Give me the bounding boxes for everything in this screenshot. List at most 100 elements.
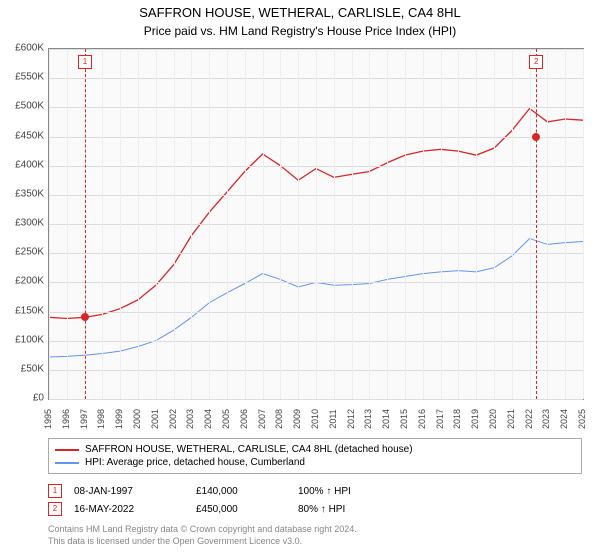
y-tick-label: £450K <box>0 130 44 141</box>
legend-label: HPI: Average price, detached house, Cumb… <box>85 457 305 468</box>
event-marker-box: 2 <box>529 55 543 69</box>
x-tick-label: 1996 <box>61 409 71 429</box>
x-tick-label: 2013 <box>363 409 373 429</box>
x-tick-label: 2012 <box>346 409 356 429</box>
y-tick-label: £250K <box>0 247 44 258</box>
gridline-v <box>156 49 157 399</box>
legend-row: SAFFRON HOUSE, WETHERAL, CARLISLE, CA4 8… <box>55 443 575 456</box>
event-vline <box>536 49 537 399</box>
event-price: £140,000 <box>196 486 286 497</box>
gridline-v <box>67 49 68 399</box>
x-tick-label: 2024 <box>559 409 569 429</box>
x-tick-label: 2020 <box>488 409 498 429</box>
x-tick-label: 2021 <box>506 409 516 429</box>
event-date: 16-MAY-2022 <box>74 504 184 515</box>
gridline-v <box>387 49 388 399</box>
gridline-v <box>334 49 335 399</box>
gridline-v <box>298 49 299 399</box>
y-tick-label: £600K <box>0 43 44 54</box>
gridline-v <box>209 49 210 399</box>
chart-title: SAFFRON HOUSE, WETHERAL, CARLISLE, CA4 8… <box>0 0 600 22</box>
event-date: 08-JAN-1997 <box>74 486 184 497</box>
x-tick-label: 2005 <box>221 409 231 429</box>
chart-subtitle: Price paid vs. HM Land Registry's House … <box>0 22 600 38</box>
gridline-v <box>227 49 228 399</box>
y-tick-label: £300K <box>0 218 44 229</box>
event-num-box: 2 <box>48 502 62 516</box>
x-tick-label: 2004 <box>203 409 213 429</box>
x-tick-label: 2010 <box>310 409 320 429</box>
y-tick-label: £150K <box>0 305 44 316</box>
gridline-v <box>405 49 406 399</box>
gridline-v <box>174 49 175 399</box>
gridline-v <box>352 49 353 399</box>
legend-row: HPI: Average price, detached house, Cumb… <box>55 456 575 469</box>
x-tick-label: 2006 <box>239 409 249 429</box>
x-tick-label: 2008 <box>274 409 284 429</box>
legend-box: SAFFRON HOUSE, WETHERAL, CARLISLE, CA4 8… <box>48 438 582 474</box>
event-num-box: 1 <box>48 484 62 498</box>
y-tick-label: £350K <box>0 188 44 199</box>
gridline-v <box>423 49 424 399</box>
gridline-v <box>441 49 442 399</box>
event-pct: 80% ↑ HPI <box>298 504 388 515</box>
gridline-v <box>49 49 50 399</box>
event-dot <box>81 313 89 321</box>
y-tick-label: £500K <box>0 101 44 112</box>
event-marker-box: 1 <box>78 55 92 69</box>
footer-text: Contains HM Land Registry data © Crown c… <box>48 524 582 547</box>
gridline-v <box>280 49 281 399</box>
gridline-v <box>512 49 513 399</box>
x-tick-label: 2019 <box>470 409 480 429</box>
event-pct: 100% ↑ HPI <box>298 486 388 497</box>
event-vline <box>85 49 86 399</box>
y-tick-label: £400K <box>0 159 44 170</box>
legend-label: SAFFRON HOUSE, WETHERAL, CARLISLE, CA4 8… <box>85 444 413 455</box>
legend-swatch <box>55 449 79 451</box>
gridline-v <box>369 49 370 399</box>
gridline-v <box>458 49 459 399</box>
event-price: £450,000 <box>196 504 286 515</box>
gridline-v <box>245 49 246 399</box>
x-tick-label: 1995 <box>43 409 53 429</box>
x-tick-label: 2000 <box>132 409 142 429</box>
gridline-v <box>191 49 192 399</box>
x-tick-label: 1997 <box>79 409 89 429</box>
x-tick-label: 2007 <box>257 409 267 429</box>
x-tick-label: 1999 <box>114 409 124 429</box>
x-tick-label: 2023 <box>541 409 551 429</box>
gridline-v <box>138 49 139 399</box>
x-tick-label: 2025 <box>577 409 587 429</box>
x-tick-label: 2018 <box>452 409 462 429</box>
legend-swatch <box>55 462 79 464</box>
y-tick-label: £550K <box>0 72 44 83</box>
gridline-v <box>316 49 317 399</box>
x-tick-label: 2017 <box>435 409 445 429</box>
event-table-row: 1 08-JAN-1997 £140,000 100% ↑ HPI <box>48 482 582 500</box>
y-tick-label: £0 <box>0 393 44 404</box>
x-tick-label: 2011 <box>328 409 338 428</box>
footer-line1: Contains HM Land Registry data © Crown c… <box>48 524 582 536</box>
x-tick-label: 2001 <box>150 409 160 429</box>
x-tick-label: 2022 <box>524 409 534 429</box>
chart-container: SAFFRON HOUSE, WETHERAL, CARLISLE, CA4 8… <box>0 0 600 560</box>
x-tick-label: 2003 <box>185 409 195 429</box>
gridline-v <box>120 49 121 399</box>
events-table: 1 08-JAN-1997 £140,000 100% ↑ HPI 2 16-MAY-20… <box>48 482 582 518</box>
gridline-v <box>476 49 477 399</box>
gridline-v <box>102 49 103 399</box>
gridline-h <box>49 399 583 400</box>
plot-area: 12 <box>48 48 584 400</box>
x-tick-label: 2016 <box>417 409 427 429</box>
x-tick-label: 1998 <box>96 409 106 429</box>
gridline-v <box>547 49 548 399</box>
gridline-v <box>263 49 264 399</box>
gridline-v <box>530 49 531 399</box>
event-table-row: 2 16-MAY-2022 £450,000 80% ↑ HPI <box>48 500 582 518</box>
footer-line2: This data is licensed under the Open Gov… <box>48 536 582 548</box>
event-dot <box>532 133 540 141</box>
y-tick-label: £50K <box>0 363 44 374</box>
x-tick-label: 2009 <box>292 409 302 429</box>
x-tick-label: 2002 <box>168 409 178 429</box>
gridline-v <box>494 49 495 399</box>
